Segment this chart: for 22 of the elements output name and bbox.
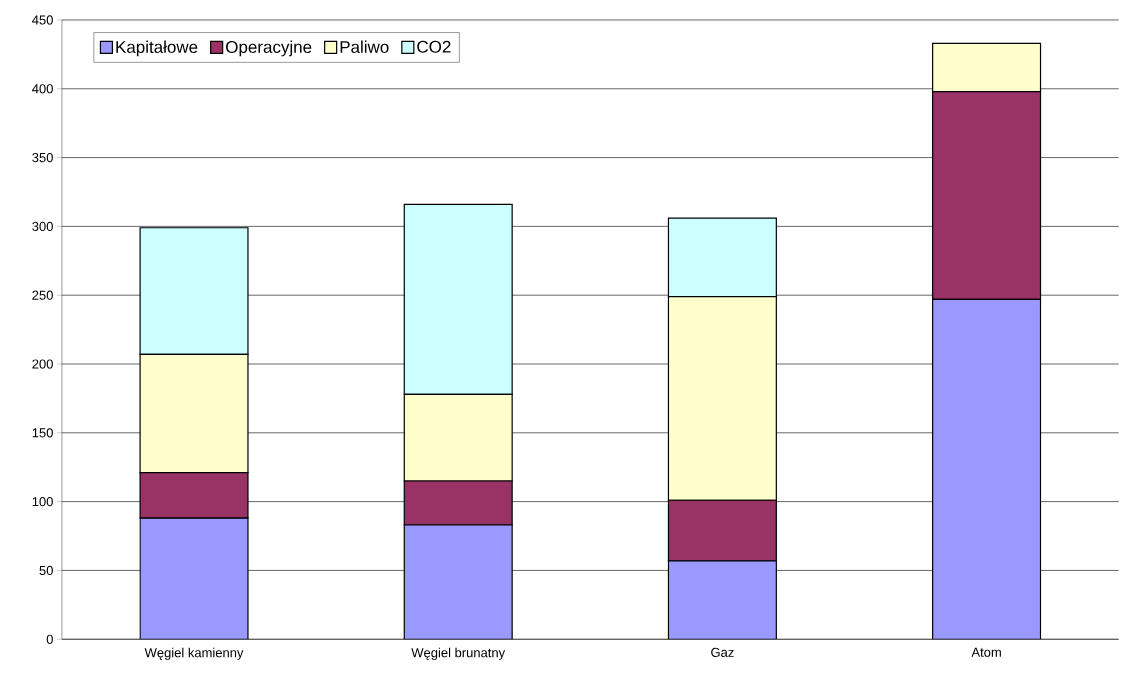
bar: [139, 517, 249, 640]
x-tick-label: Atom: [971, 647, 1001, 657]
y-tick-label: 0: [46, 634, 53, 644]
x-tick-label: Węgiel brunatny: [411, 647, 506, 660]
bar: [932, 298, 1042, 640]
x-tick-label: Węgiel kamienny: [144, 647, 244, 660]
legend-label: Operacyjne: [226, 40, 312, 57]
y-tick-label: 50: [39, 565, 53, 575]
y-tick-label: 250: [32, 290, 53, 300]
legend-label: Paliwo: [340, 40, 389, 53]
y-tick-label: 150: [32, 428, 53, 438]
legend-label: CO2: [417, 40, 451, 53]
y-tick-label: 450: [32, 15, 53, 25]
bar: [667, 560, 777, 640]
y-tick-label: 350: [32, 152, 53, 163]
x-tick-label: Gaz: [711, 647, 734, 657]
y-tick-label: 200: [32, 359, 53, 369]
y-tick-label: 100: [32, 496, 53, 507]
bar: [403, 524, 513, 640]
legend-label: Kapitałowe: [116, 40, 198, 57]
y-tick-label: 400: [32, 84, 53, 94]
y-tick-label: 300: [32, 221, 53, 231]
